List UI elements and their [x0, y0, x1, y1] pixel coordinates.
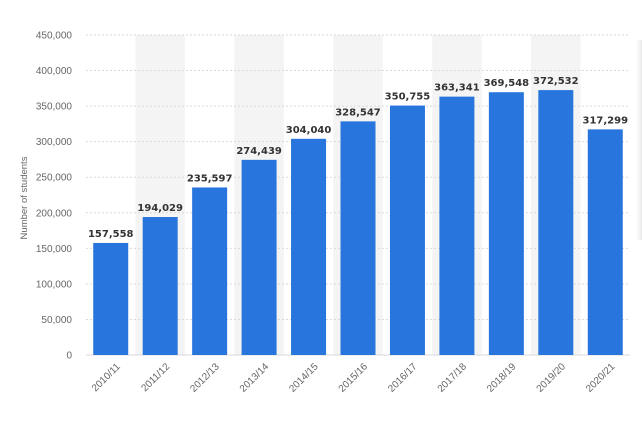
- y-tick-label: 450,000: [36, 31, 73, 42]
- x-tick-label: 2013/14: [238, 361, 272, 395]
- x-tick-label: 2019/20: [535, 361, 569, 395]
- data-label: 274,439: [236, 146, 282, 157]
- bar-2018-19[interactable]: [488, 92, 524, 355]
- bar-2016-17[interactable]: [389, 105, 425, 355]
- y-tick-label: 150,000: [36, 244, 73, 255]
- data-label: 194,029: [137, 203, 183, 214]
- bar-2013-14[interactable]: [241, 159, 277, 355]
- y-tick-label: 50,000: [41, 315, 72, 326]
- y-tick-label: 400,000: [36, 66, 73, 77]
- x-tick-label: 2012/13: [188, 361, 222, 395]
- x-tick-label: 2016/17: [386, 361, 420, 395]
- y-tick-label: 0: [66, 351, 72, 362]
- bar-2019-20[interactable]: [538, 90, 574, 356]
- data-label: 157,558: [88, 229, 134, 240]
- bar-2011-12[interactable]: [142, 217, 178, 355]
- data-label: 328,547: [335, 107, 381, 118]
- y-tick-label: 200,000: [36, 208, 73, 219]
- y-tick-label: 100,000: [36, 279, 73, 290]
- bar-2010-11[interactable]: [93, 242, 129, 355]
- data-label: 317,299: [582, 115, 628, 126]
- y-tick-label: 350,000: [36, 102, 73, 113]
- x-tick-label: 2018/19: [485, 361, 519, 395]
- data-label: 372,532: [533, 76, 579, 87]
- y-tick-label: 300,000: [36, 137, 73, 148]
- y-tick-label: 250,000: [36, 173, 73, 184]
- data-label: 350,755: [385, 92, 431, 103]
- bar-2012-13[interactable]: [192, 187, 228, 355]
- bar-2014-15[interactable]: [291, 138, 327, 355]
- x-tick-label: 2014/15: [287, 361, 321, 395]
- data-label: 304,040: [286, 125, 332, 136]
- y-axis-title: Number of students: [19, 156, 30, 239]
- bar-2015-16[interactable]: [340, 121, 376, 355]
- data-label: 363,341: [434, 83, 480, 94]
- x-tick-label: 2015/16: [337, 361, 371, 395]
- x-tick-label: 2011/12: [139, 361, 172, 394]
- bar-2017-18[interactable]: [439, 96, 475, 355]
- x-tick-label: 2020/21: [584, 361, 618, 395]
- data-label: 369,548: [484, 78, 530, 89]
- x-tick-label: 2017/18: [436, 361, 470, 395]
- bar-2020-21[interactable]: [587, 129, 623, 355]
- x-tick-label: 2010/11: [90, 361, 123, 394]
- data-label: 235,597: [187, 173, 233, 184]
- scroll-shadow: [636, 40, 642, 240]
